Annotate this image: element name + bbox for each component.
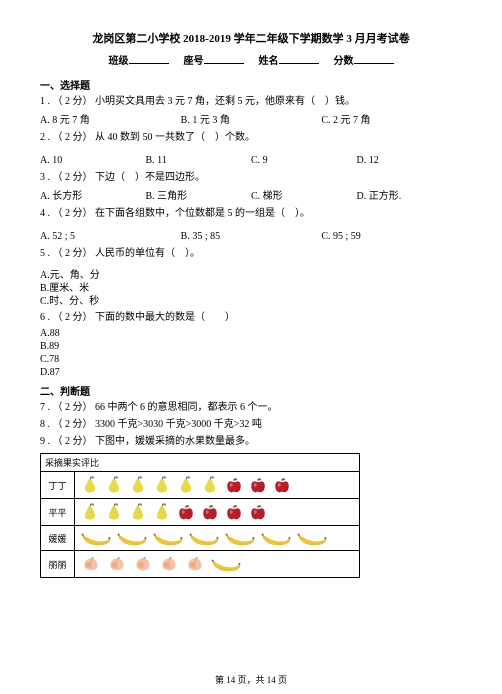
name-label: 姓名 [259, 56, 279, 67]
q2-opt-b: B. 11 [146, 155, 252, 166]
pear-icon [127, 474, 149, 496]
table-row: 媛媛 [41, 526, 360, 551]
section-1-header: 一、选择题 [40, 77, 462, 92]
apple-icon [199, 501, 221, 523]
table-caption: 采摘果实评比 [41, 454, 360, 472]
pear-icon [151, 501, 173, 523]
q6-opt-d: D.87 [40, 366, 462, 379]
class-blank[interactable] [129, 54, 169, 64]
pear-icon [79, 474, 101, 496]
pear-icon [103, 501, 125, 523]
q4-opt-c: C. 95 ; 59 [321, 231, 462, 242]
q5-opt-a: A.元、角、分 [40, 269, 462, 282]
pear-icon [127, 501, 149, 523]
apple-icon [271, 474, 293, 496]
score-blank[interactable] [354, 54, 394, 64]
peach-icon [157, 553, 181, 575]
peach-icon [79, 553, 103, 575]
apple-icon [223, 474, 245, 496]
seat-label: 座号 [184, 56, 204, 67]
q4-opt-b: B. 35 ; 85 [181, 231, 322, 242]
q3-options: A. 长方形 B. 三角形 C. 梯形 D. 正方形. [40, 187, 462, 202]
q1-opt-a: A. 8 元 7 角 [40, 111, 181, 126]
apple-icon [223, 501, 245, 523]
banana-icon [187, 528, 221, 548]
q2-opt-d: D. 12 [357, 155, 463, 166]
q1-opt-b: B. 1 元 3 角 [181, 111, 322, 126]
q6-stem: 6 . （ 2 分） 下面的数中最大的数是（ ） [40, 310, 462, 325]
q3-opt-c: C. 梯形 [251, 187, 357, 202]
q1-options: A. 8 元 7 角 B. 1 元 3 角 C. 2 元 7 角 [40, 111, 462, 126]
fruit-table: 采摘果实评比 丁丁 [40, 453, 360, 578]
peach-icon [183, 553, 207, 575]
apple-icon [247, 474, 269, 496]
q5-stem: 5 . （ 2 分） 人民币的单位有（ ）。 [40, 246, 462, 261]
q4-stem: 4 . （ 2 分） 在下面各组数中，个位数都是 5 的一组是（ ）。 [40, 206, 462, 221]
banana-icon [115, 528, 149, 548]
q2-stem: 2 . （ 2 分） 从 40 数到 50 一共数了（ ）个数。 [40, 130, 462, 145]
page-title: 龙岗区第二小学校 2018-2019 学年二年级下学期数学 3 月月考试卷 [40, 30, 462, 46]
q6-opt-c: C.78 [40, 353, 462, 366]
apple-icon [247, 501, 269, 523]
banana-icon [209, 554, 243, 574]
apple-icon [175, 501, 197, 523]
q1-opt-c: C. 2 元 7 角 [321, 111, 462, 126]
section-2-header: 二、判断题 [40, 383, 462, 398]
pear-icon [79, 501, 101, 523]
banana-icon [295, 528, 329, 548]
pear-icon [151, 474, 173, 496]
banana-icon [259, 528, 293, 548]
score-label: 分数 [334, 56, 354, 67]
row-fruits-pingping [75, 499, 360, 526]
row-name-pingping: 平平 [41, 499, 75, 526]
q5-opt-b: B.厘米、米 [40, 282, 462, 295]
peach-icon [131, 553, 155, 575]
row-name-lili: 丽丽 [41, 551, 75, 578]
table-row: 丽丽 [41, 551, 360, 578]
table-row: 丁丁 [41, 472, 360, 499]
row-fruits-yuanyuan [75, 526, 360, 551]
q5-options: A.元、角、分 B.厘米、米 C.时、分、秒 [40, 269, 462, 308]
q3-opt-a: A. 长方形 [40, 187, 146, 202]
q6-opt-a: A.88 [40, 327, 462, 340]
q5-opt-c: C.时、分、秒 [40, 295, 462, 308]
q2-opt-a: A. 10 [40, 155, 146, 166]
q2-opt-c: C. 9 [251, 155, 357, 166]
q3-opt-b: B. 三角形 [146, 187, 252, 202]
q1-stem: 1 . （ 2 分） 小明买文具用去 3 元 7 角，还剩 5 元，他原来有（ … [40, 94, 462, 109]
row-fruits-lili [75, 551, 360, 578]
peach-icon [105, 553, 129, 575]
q4-opt-a: A. 52 ; 5 [40, 231, 181, 242]
banana-icon [79, 528, 113, 548]
pear-icon [199, 474, 221, 496]
pear-icon [175, 474, 197, 496]
class-label: 班级 [109, 56, 129, 67]
q6-options: A.88 B.89 C.78 D.87 [40, 327, 462, 379]
q7-stem: 7 . （ 2 分） 66 中两个 6 的意思相同，都表示 6 个一。 [40, 400, 462, 415]
banana-icon [151, 528, 185, 548]
q3-opt-d: D. 正方形. [357, 187, 463, 202]
banana-icon [223, 528, 257, 548]
q9-stem: 9 . （ 2 分） 下图中，媛媛采摘的水果数量最多。 [40, 434, 462, 449]
table-row: 平平 [41, 499, 360, 526]
q8-stem: 8 . （ 2 分） 3300 千克>3030 千克>3000 千克>32 吨 [40, 417, 462, 432]
row-name-dingding: 丁丁 [41, 472, 75, 499]
row-fruits-dingding [75, 472, 360, 499]
seat-blank[interactable] [204, 54, 244, 64]
page-footer: 第 14 页，共 14 页 [0, 673, 502, 686]
q2-options: A. 10 B. 11 C. 9 D. 12 [40, 155, 462, 166]
q4-options: A. 52 ; 5 B. 35 ; 85 C. 95 ; 59 [40, 231, 462, 242]
q6-opt-b: B.89 [40, 340, 462, 353]
name-blank[interactable] [279, 54, 319, 64]
row-name-yuanyuan: 媛媛 [41, 526, 75, 551]
q3-stem: 3 . （ 2 分） 下边（ ）不是四边形。 [40, 170, 462, 185]
header-fields: 班级 座号 姓名 分数 [40, 52, 462, 67]
pear-icon [103, 474, 125, 496]
